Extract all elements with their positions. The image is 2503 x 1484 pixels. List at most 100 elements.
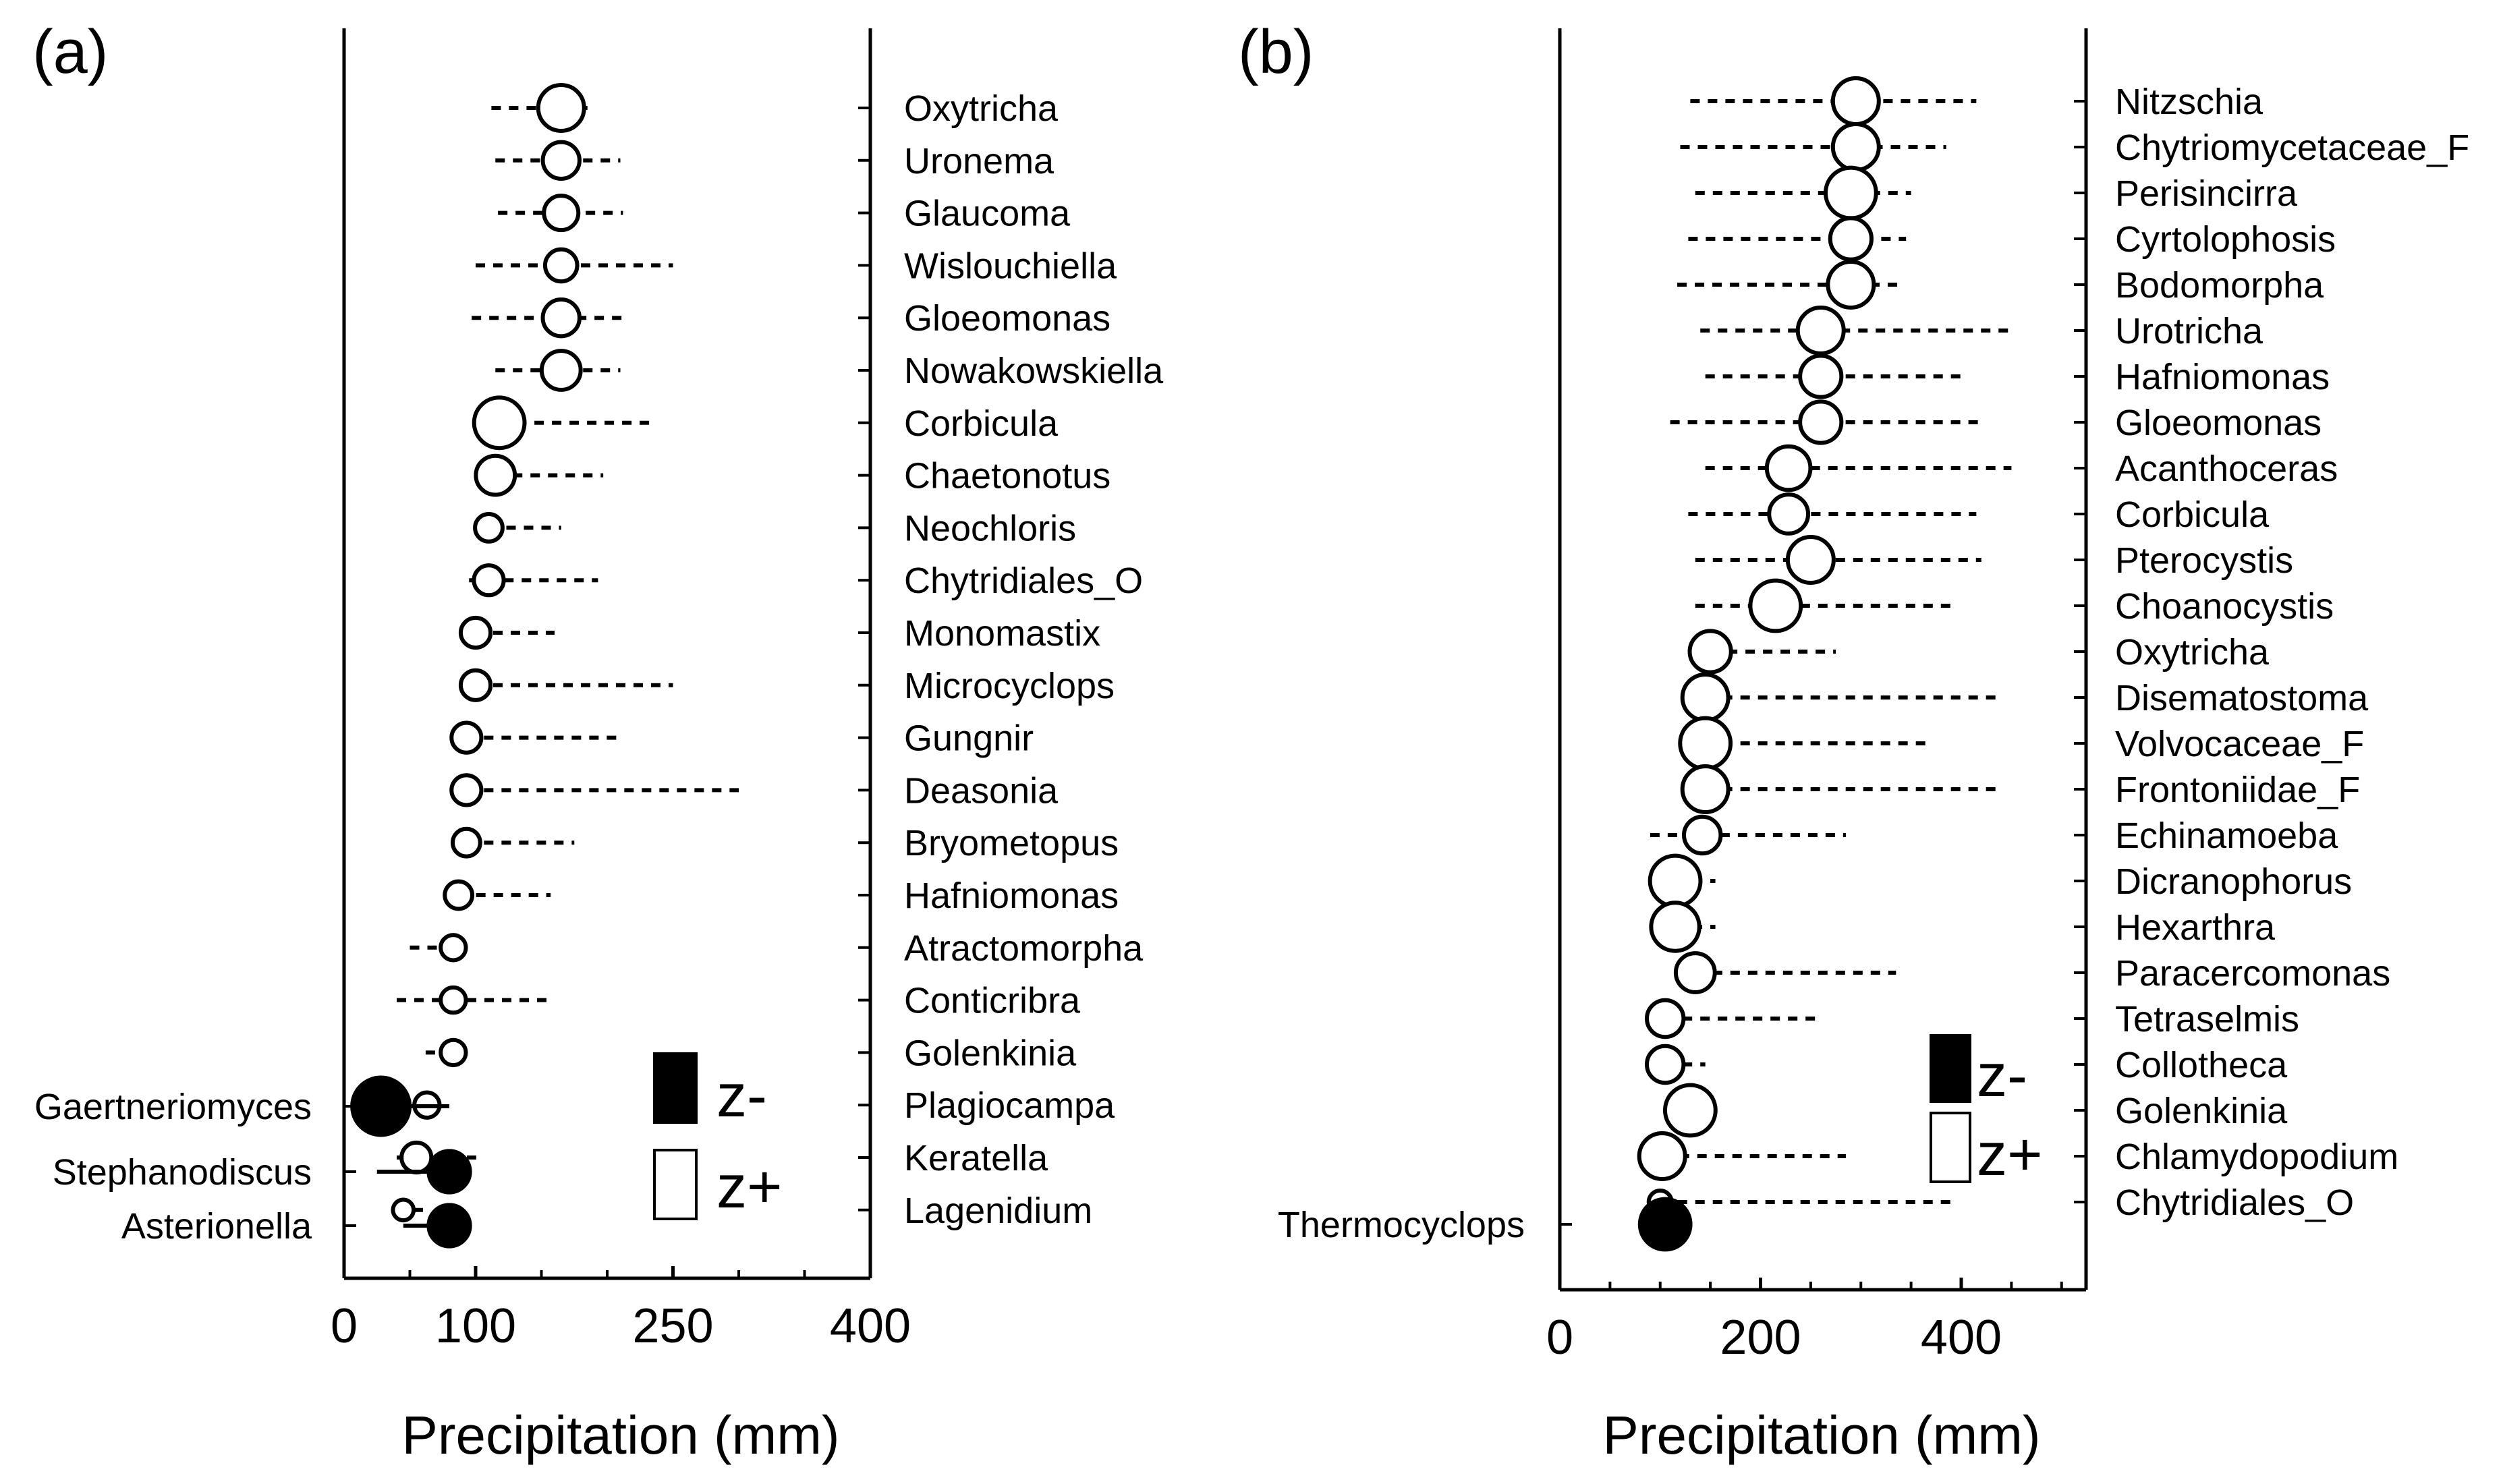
panel-a-legend-neg-label: z-: [716, 1062, 767, 1130]
panel-b-row-chlamydopodium: Chlamydopodium: [1637, 1131, 2398, 1181]
point-z-pos: [1680, 673, 1731, 722]
panel-a-row-gloeomonas: Gloeomonas: [472, 297, 1110, 339]
panel-b-row-volvocaceae-f: Volvocaceae_F: [1678, 716, 2364, 771]
panel-b-legend-neg-swatch: [1930, 1034, 1971, 1103]
point-z-pos: [1785, 535, 1836, 585]
taxon-label: Dicranophorus: [2115, 861, 2352, 902]
panel-a-row-atractomorpha: Atractomorpha: [410, 928, 1144, 969]
point-z-pos: [473, 512, 505, 544]
point-z-pos: [1830, 76, 1881, 126]
point-z-pos: [1644, 1044, 1686, 1085]
panel-b-row-frontoniidae-f: Frontoniidae_F: [1680, 764, 2360, 814]
panel-b-row-choanocystis: Choanocystis: [1695, 578, 2334, 633]
panel-a-row-wislouchiella: Wislouchiella: [476, 246, 1117, 286]
panel-b-row-tetraselmis: Tetraselmis: [1644, 998, 2299, 1039]
panel-a-row-oxytricha: Oxytricha: [491, 83, 1059, 133]
point-z-pos: [1644, 998, 1686, 1039]
panel-b-row-acanthoceras: Acanthoceras: [1705, 444, 2338, 492]
taxon-label: Corbicula: [2115, 494, 2270, 535]
panel-b-legend-pos-label: z+: [1977, 1121, 2043, 1189]
panel-b-row-pterocystis: Pterocystis: [1695, 535, 2293, 585]
panel-b-row-paracercomonas: Paracercomonas: [1673, 951, 2390, 994]
taxon-label: Volvocaceae_F: [2115, 724, 2364, 764]
point-z-pos: [1637, 1131, 1687, 1181]
taxon-label: Echinamoeba: [2115, 816, 2338, 856]
taxon-label: Collotheca: [2115, 1045, 2288, 1085]
panel-b-ticks: 0 200 400: [1546, 1278, 2063, 1365]
taxon-label: Hexarthra: [2115, 907, 2276, 948]
point-z-pos: [1764, 444, 1813, 492]
panel-b-tick-label-0: 0: [1546, 1311, 1573, 1365]
panel-b-tick-label-200: 200: [1720, 1311, 1801, 1365]
taxon-label: Hafniomonas: [2115, 357, 2330, 397]
taxon-label: Plagiocampa: [904, 1085, 1115, 1126]
taxon-label: Gloeomonas: [904, 298, 1110, 339]
panel-a: (a) 0 100 250 400 Oxytricha Uronema Glaucoma W…: [32, 18, 1164, 1465]
panel-b-row-perisincirra: Perisincirra: [1695, 165, 2298, 221]
point-z-pos: [1830, 122, 1881, 172]
taxon-label: Microcyclops: [904, 666, 1115, 706]
taxon-label: Chytridiales_O: [2115, 1182, 2354, 1223]
taxon-label: Thermocyclops: [1278, 1205, 1525, 1245]
point-z-pos: [391, 1197, 416, 1223]
point-z-pos: [472, 563, 506, 598]
panel-a-legend-neg-swatch: [653, 1052, 698, 1124]
taxon-label: Disematostoma: [2115, 678, 2369, 718]
panel-a-row-golenkinia: Golenkinia: [425, 1033, 1077, 1073]
panel-b-row-oxytricha: Oxytricha: [1687, 629, 2270, 675]
taxon-label: Chlamydopodium: [2115, 1137, 2398, 1177]
taxon-label: Urotricha: [2115, 311, 2263, 351]
panel-a-row-chaetonotus: Chaetonotus: [474, 453, 1110, 497]
point-z-pos: [439, 1037, 468, 1068]
panel-a-row-asterionella: Asterionella: [121, 1203, 472, 1249]
taxon-label: Chytridiales_O: [904, 561, 1143, 601]
point-z-pos: [1798, 353, 1844, 399]
taxon-label: Wislouchiella: [904, 246, 1117, 286]
panel-b-row-chytridiales-o: Chytridiales_O: [1646, 1182, 2354, 1223]
point-z-pos: [1748, 578, 1803, 633]
taxon-label: Monomastix: [904, 613, 1100, 654]
panel-a-row-conticribra: Conticribra: [397, 981, 1081, 1021]
taxon-label: Golenkinia: [2115, 1091, 2288, 1131]
point-z-pos: [1823, 165, 1878, 221]
panel-b-x-axis-label: Precipitation (mm): [1602, 1405, 2040, 1465]
taxon-label: Frontoniidae_F: [2115, 770, 2360, 810]
point-z-pos: [458, 668, 493, 702]
panel-a-row-chytridiales-o: Chytridiales_O: [469, 561, 1143, 601]
point-z-pos: [1648, 853, 1703, 909]
panel-b-row-disematostoma: Disematostoma: [1680, 673, 2369, 722]
panel-a-row-deasonia: Deasonia: [449, 770, 1059, 811]
point-z-neg: [350, 1075, 412, 1137]
point-z-neg: [426, 1149, 472, 1195]
point-z-pos: [540, 297, 582, 339]
panel-a-row-corbicula: Corbicula: [472, 395, 1059, 451]
panel-b-row-collotheca: Collotheca: [1644, 1044, 2288, 1085]
point-z-pos: [1687, 629, 1733, 675]
taxon-label: Keratella: [904, 1138, 1048, 1178]
point-z-pos: [1826, 260, 1876, 310]
panel-a-row-hafniomonas: Hafniomonas: [443, 876, 1119, 916]
taxon-label: Nitzschia: [2115, 82, 2263, 122]
taxon-label: Gungnir: [904, 718, 1034, 759]
taxon-label: Stephanodiscus: [53, 1152, 312, 1193]
panel-b-row-chytriomycetaceae-f: Chytriomycetaceae_F: [1680, 122, 2469, 172]
panel-a-legend-pos-swatch: [653, 1149, 698, 1220]
taxon-label: Gloeomonas: [2115, 403, 2322, 443]
taxon-label: Paracercomonas: [2115, 953, 2390, 994]
taxon-label: Hafniomonas: [904, 876, 1119, 916]
taxon-label: Oxytricha: [904, 88, 1059, 129]
taxon-label: Oxytricha: [2115, 632, 2270, 673]
taxon-label: Golenkinia: [904, 1033, 1077, 1073]
panel-b-row-dicranophorus: Dicranophorus: [1648, 853, 2352, 909]
panel-a-tick-label-0: 0: [331, 1299, 358, 1353]
panel-a-legend-pos-label: z+: [716, 1153, 783, 1221]
panel-b-row-corbicula: Corbicula: [1688, 492, 2270, 536]
panel-a-row-glaucoma: Glaucoma: [498, 194, 1071, 234]
taxon-label: Nowakowskiella: [904, 351, 1164, 391]
panel-a-row-neochloris: Neochloris: [473, 508, 1076, 548]
point-z-pos: [439, 933, 468, 963]
point-z-pos: [450, 826, 482, 859]
panel-b-label: (b): [1238, 18, 1314, 86]
panel-a-row-stephanodiscus: Stephanodiscus: [53, 1149, 472, 1195]
